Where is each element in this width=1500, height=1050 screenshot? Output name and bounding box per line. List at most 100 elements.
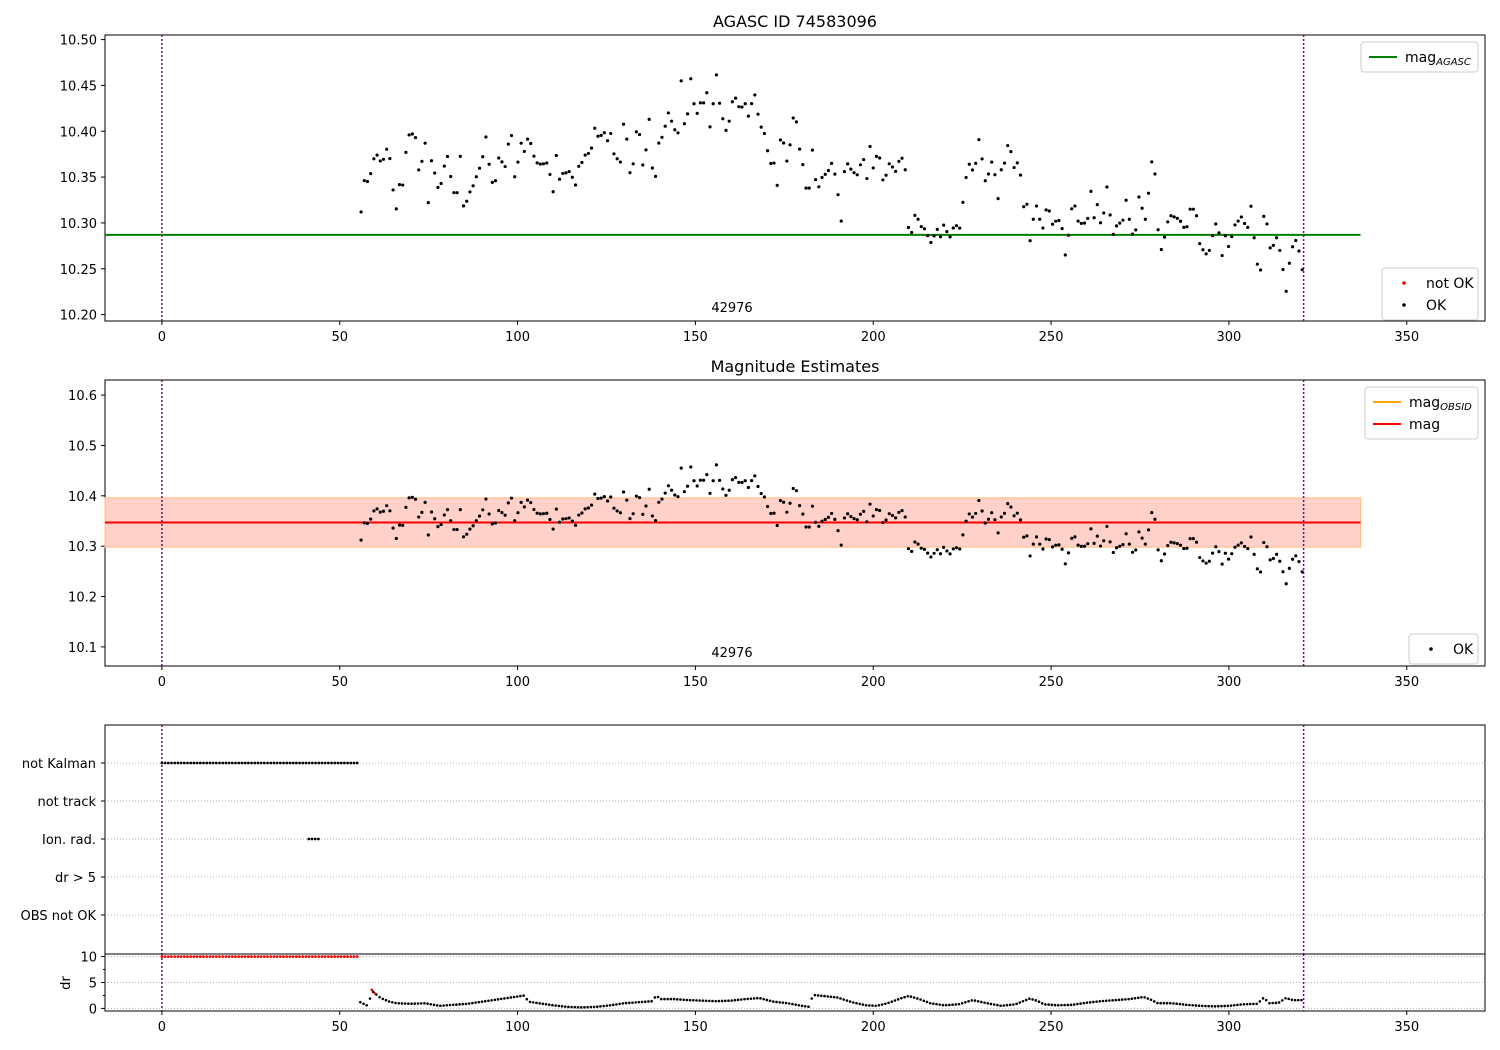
ok-point — [682, 122, 686, 126]
ok-point — [538, 512, 542, 516]
ok-point — [1121, 543, 1125, 547]
ok-point — [906, 225, 911, 230]
dr-point — [711, 999, 714, 1003]
ok-point — [948, 552, 952, 556]
ok-point — [1044, 537, 1048, 541]
dr-point — [1194, 1004, 1198, 1007]
ok-point — [718, 101, 722, 105]
not-kalman-flag-point — [349, 761, 353, 765]
dr-point — [631, 1001, 634, 1004]
dr-point — [1018, 1001, 1022, 1004]
ok-point — [1271, 243, 1275, 247]
dr-point — [967, 1000, 970, 1003]
dr-point — [624, 1001, 628, 1005]
dr-point — [1092, 1000, 1095, 1004]
dr-saturated-point — [346, 955, 349, 958]
ok-point — [1191, 207, 1195, 211]
ok-point — [874, 508, 879, 512]
ok-point — [913, 540, 917, 544]
dr-saturated-point — [262, 955, 266, 958]
ok-point — [820, 175, 824, 180]
ok-point — [958, 547, 962, 551]
ok-point — [1159, 247, 1163, 252]
dr-saturated-point — [288, 955, 292, 958]
dr-point — [611, 1003, 615, 1007]
ok-point — [711, 102, 715, 106]
dr-point — [1172, 1002, 1175, 1005]
ok-point — [798, 147, 802, 151]
dr-point — [938, 1003, 942, 1006]
ok-point — [452, 191, 456, 195]
ok-point — [449, 174, 453, 179]
dr-point — [387, 1000, 391, 1003]
ok-point — [426, 200, 430, 205]
dr-saturated-point — [314, 955, 317, 958]
dr-point — [493, 998, 497, 1002]
ok-point — [974, 511, 978, 516]
dr-saturated-point — [298, 955, 301, 958]
ok-point — [1220, 253, 1224, 258]
ok-point — [970, 168, 975, 172]
ok-point — [1111, 232, 1115, 236]
dr-point — [467, 1002, 471, 1005]
ok-point — [791, 486, 795, 491]
ok-point — [986, 172, 991, 176]
ok-point — [1025, 202, 1029, 206]
agasc-ytick-label: 10.35 — [60, 171, 97, 186]
dr-point — [932, 1002, 935, 1005]
ok-point — [1178, 543, 1183, 547]
ok-point — [612, 152, 616, 156]
ok-point — [359, 210, 363, 214]
ok-point — [388, 509, 392, 513]
dr-not-ok-point — [370, 988, 374, 992]
ok-point — [823, 172, 827, 176]
ok-point — [1015, 511, 1019, 515]
ok-point — [705, 91, 709, 95]
dr-point — [570, 1005, 573, 1009]
ok-point — [858, 512, 863, 516]
dr-point — [983, 1001, 986, 1004]
ok-point — [471, 184, 475, 188]
ok-point — [996, 531, 1000, 535]
ok-point — [1111, 550, 1115, 555]
dr-point — [535, 1001, 538, 1005]
dr-point — [794, 1003, 798, 1006]
ok-point — [1118, 221, 1122, 225]
not-kalman-flag-point — [326, 761, 330, 765]
ok-point — [397, 523, 402, 527]
ok-point — [724, 128, 728, 132]
ok-point — [724, 493, 728, 497]
ok-point — [894, 169, 898, 173]
ok-point — [621, 490, 626, 494]
ok-point — [669, 119, 674, 123]
ok-point — [1124, 532, 1128, 536]
not-kalman-flag-point — [320, 761, 324, 765]
ok-point — [881, 520, 885, 525]
dr-point — [1044, 1003, 1047, 1006]
ok-point — [692, 102, 696, 106]
ok-point — [375, 153, 379, 157]
ok-point — [1300, 570, 1304, 574]
ok-point — [1220, 562, 1224, 566]
ok-point — [669, 488, 674, 492]
ok-point — [1073, 204, 1077, 208]
ok-point — [830, 161, 834, 165]
dr-point — [762, 997, 765, 1001]
flag-row-label: not Kalman — [22, 757, 96, 772]
dr-point — [986, 1002, 990, 1005]
ok-point — [817, 185, 821, 189]
dr-point — [496, 998, 500, 1001]
dr-point — [1133, 996, 1137, 1000]
ok-point — [1098, 544, 1103, 548]
dr-point — [720, 999, 724, 1003]
dr-point — [1069, 1003, 1073, 1007]
ok-point — [871, 166, 875, 170]
dr-point — [717, 999, 721, 1003]
ok-point — [766, 149, 770, 153]
dr-xtick-label: 100 — [505, 1020, 530, 1035]
ok-point — [782, 141, 786, 145]
dr-point — [1124, 998, 1127, 1001]
ok-point — [497, 156, 501, 160]
dr-point — [855, 1001, 858, 1005]
